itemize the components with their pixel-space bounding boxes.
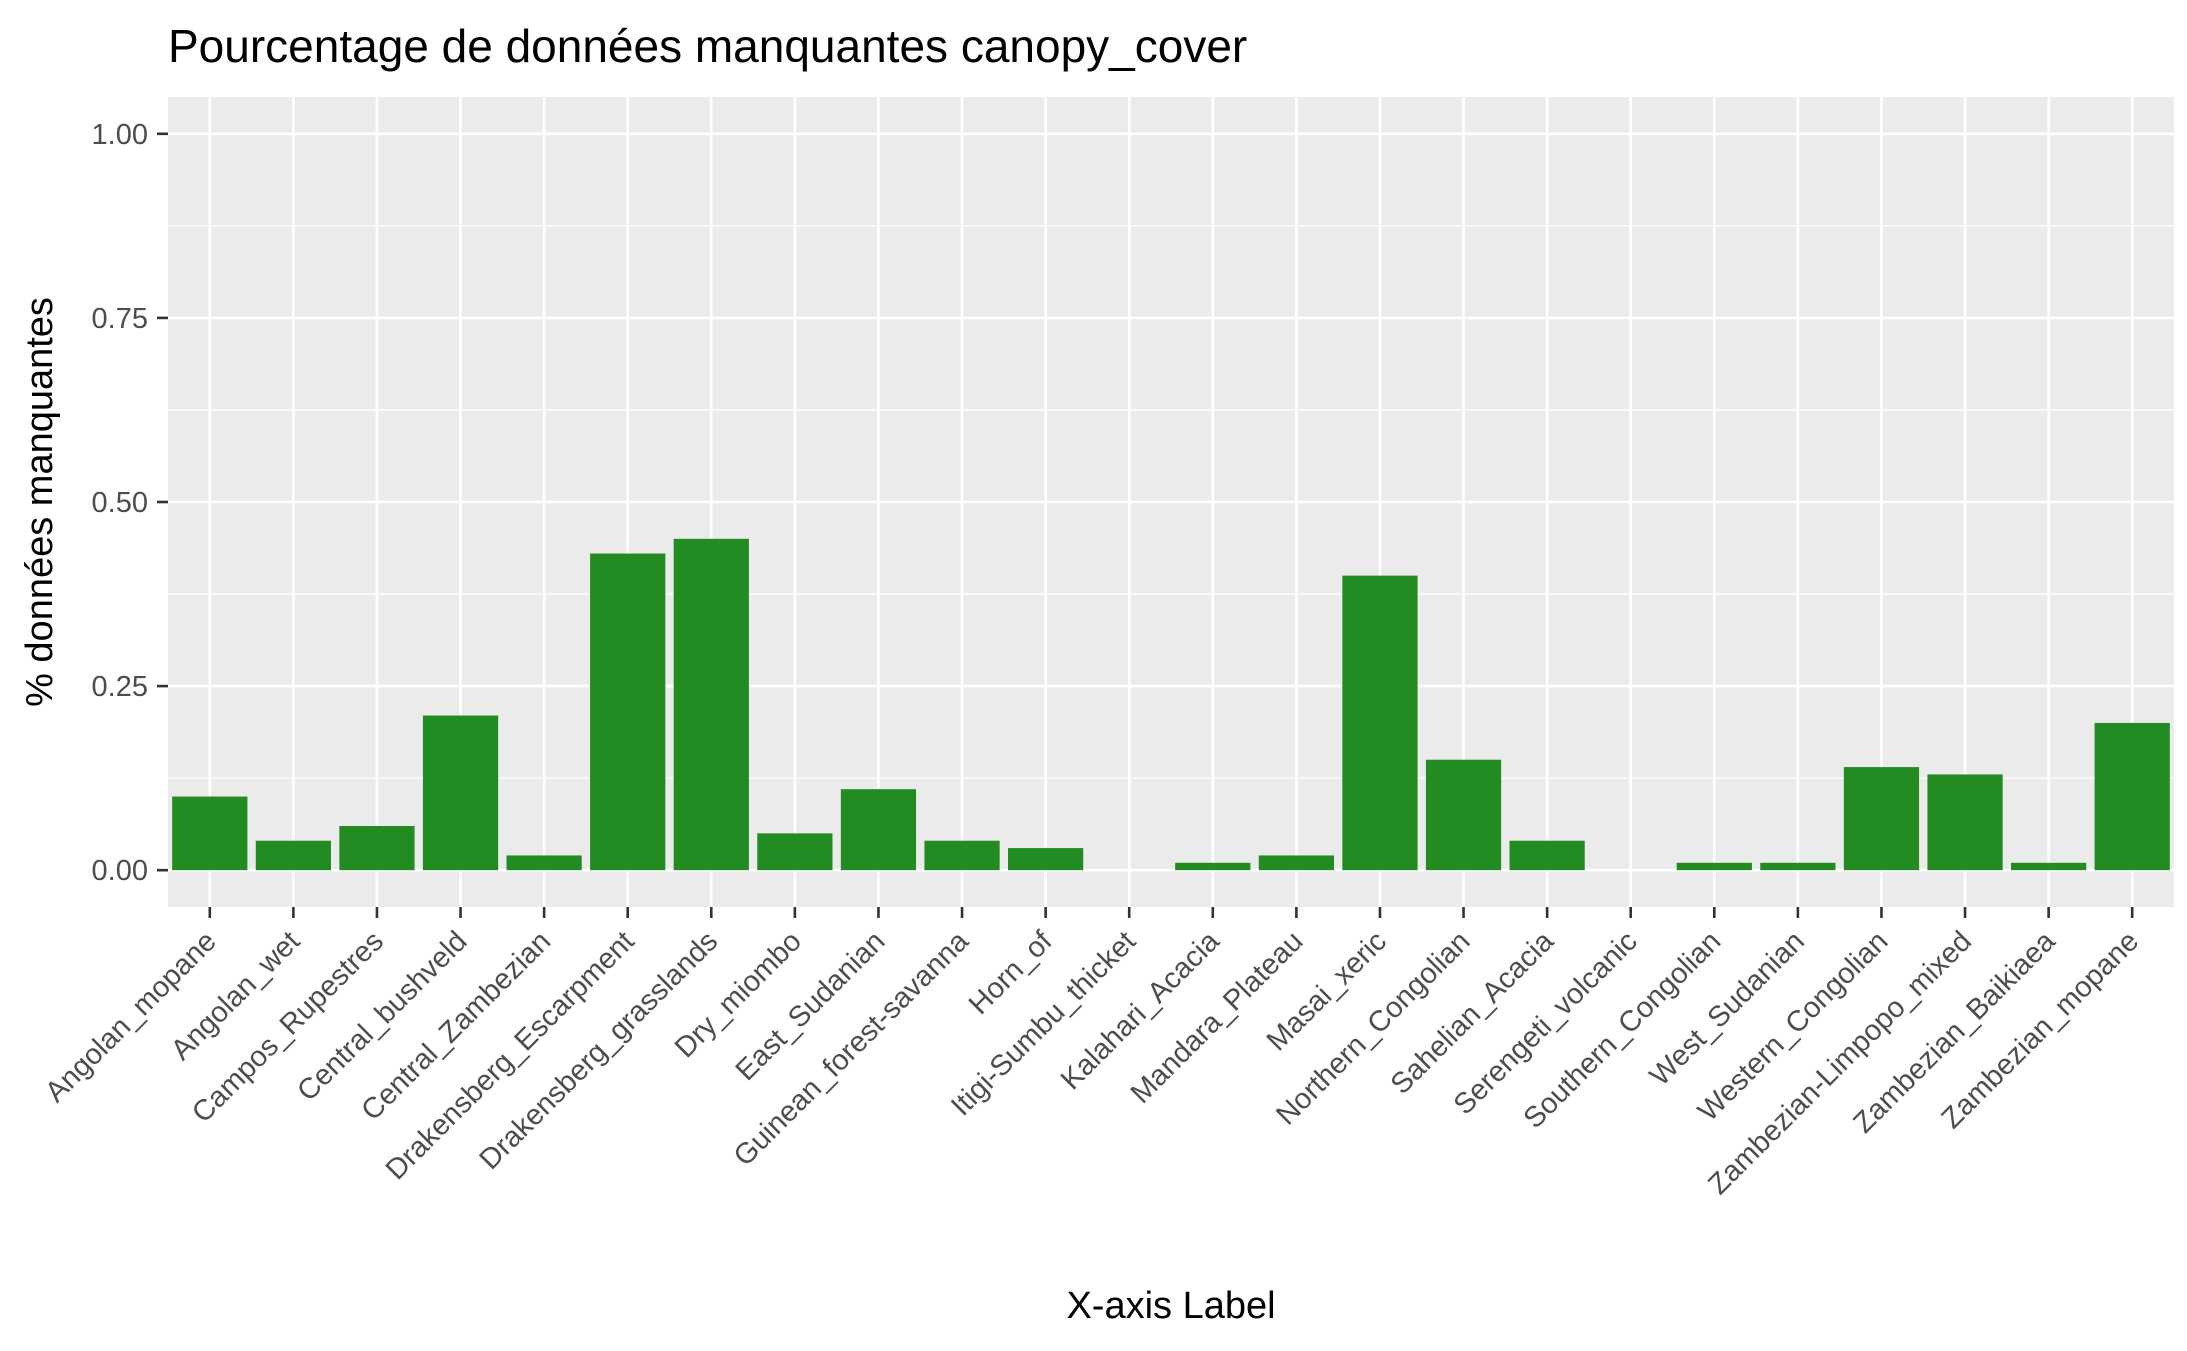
- bar: [1175, 862, 1251, 871]
- y-tick-label: 0.25: [92, 671, 148, 703]
- y-axis-title: % données manquantes: [19, 297, 61, 707]
- bar: [506, 855, 582, 871]
- y-tick-label: 0.00: [92, 855, 148, 887]
- x-tick-label: West_Sudanian: [1644, 925, 1811, 1092]
- major-gridlines: [168, 97, 2174, 907]
- x-axis-title: X-axis Label: [1066, 1285, 1275, 1327]
- bar: [339, 826, 415, 871]
- bar: [422, 715, 499, 871]
- y-tick-label: 0.75: [92, 303, 148, 335]
- bar: [1258, 855, 1334, 871]
- bar: [2094, 722, 2170, 871]
- bar: [840, 789, 917, 871]
- bar: [673, 538, 749, 871]
- y-tick-label: 1.00: [92, 119, 148, 151]
- bar: [1927, 774, 2003, 871]
- bar: [2011, 862, 2087, 871]
- bar: [1676, 862, 1752, 871]
- x-tick-label: East_Sudanian: [730, 925, 892, 1087]
- bar-series: [172, 538, 2170, 871]
- bar: [1008, 848, 1084, 871]
- bar: [255, 840, 331, 871]
- bar: [757, 833, 833, 871]
- x-axis: Angolan_mopaneAngolan_wetCampos_Rupestre…: [39, 907, 2145, 1201]
- y-axis: 0.00 0.25 0.50 0.75 1.00: [92, 119, 168, 887]
- chart-title: Pourcentage de données manquantes canopy…: [168, 20, 1247, 72]
- bar: [172, 796, 248, 871]
- minor-gridlines: [168, 225, 2174, 779]
- bar: [590, 553, 666, 871]
- bar: [1509, 840, 1585, 871]
- bar: [924, 840, 1000, 871]
- bar: [1425, 759, 1502, 871]
- bar: [1342, 575, 1418, 871]
- y-tick-label: 0.50: [92, 487, 148, 519]
- bar: [1843, 767, 1920, 871]
- bar: [1760, 862, 1836, 871]
